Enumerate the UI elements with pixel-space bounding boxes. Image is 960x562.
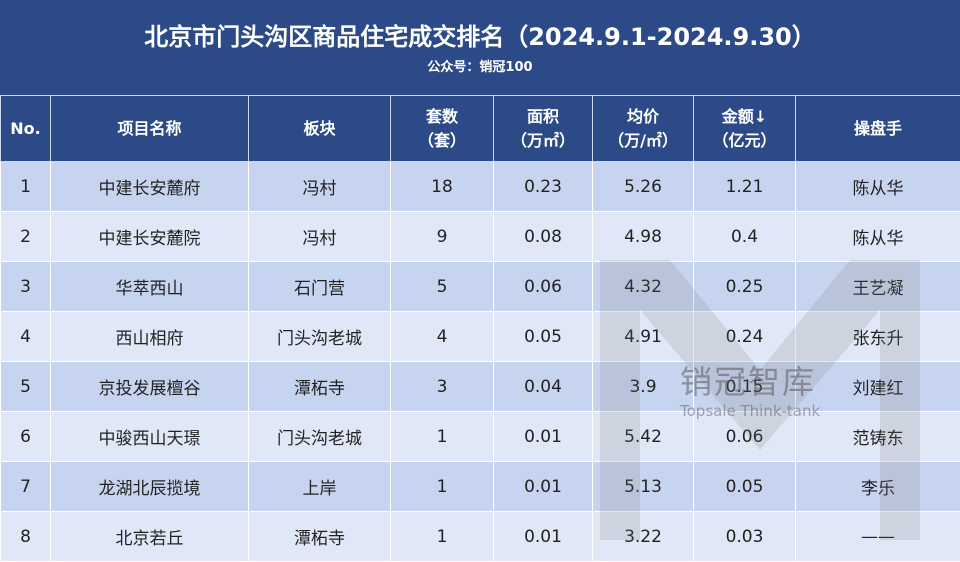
table-cell: 北京若丘 xyxy=(51,512,249,562)
table-cell: 0.06 xyxy=(494,262,593,312)
header-text: （亿元） xyxy=(695,129,794,153)
table-cell: 1 xyxy=(391,462,494,512)
table-cell: 0.01 xyxy=(494,462,593,512)
table-cell: 华萃西山 xyxy=(51,262,249,312)
header-cell: 套数（套） xyxy=(391,96,494,162)
table-cell: 龙湖北辰揽境 xyxy=(51,462,249,512)
table-cell: 中建长安麓府 xyxy=(51,162,249,212)
table-cell: 李乐 xyxy=(796,462,960,512)
table-cell: 1 xyxy=(391,412,494,462)
table-cell: 0.08 xyxy=(494,212,593,262)
table-cell: 3 xyxy=(391,362,494,412)
header-text: 板块 xyxy=(250,117,389,141)
table-cell: 王艺凝 xyxy=(796,262,960,312)
table-cell: 5.13 xyxy=(593,462,694,512)
table-cell: 5 xyxy=(1,362,51,412)
table-cell: 京投发展檀谷 xyxy=(51,362,249,412)
subtitle: 公众号：销冠100 xyxy=(0,56,960,75)
table-cell: 0.03 xyxy=(694,512,796,562)
table-cell: 冯村 xyxy=(249,162,391,212)
table-cell: 7 xyxy=(1,462,51,512)
table-cell: 0.05 xyxy=(694,462,796,512)
table-cell: —— xyxy=(796,512,960,562)
table-cell: 石门营 xyxy=(249,262,391,312)
watermark-en: Topsale Think-tank xyxy=(680,402,820,420)
title-band: 北京市门头沟区商品住宅成交排名（2024.9.1-2024.9.30） 公众号：… xyxy=(0,0,960,95)
page: 北京市门头沟区商品住宅成交排名（2024.9.1-2024.9.30） 公众号：… xyxy=(0,0,960,546)
table-cell: 西山相府 xyxy=(51,312,249,362)
header-cell: 面积（万㎡） xyxy=(494,96,593,162)
header-text: 金额↓ xyxy=(695,105,794,129)
header-text: （套） xyxy=(392,129,492,153)
header-cell: 均价（万/㎡） xyxy=(593,96,694,162)
header-text: No. xyxy=(2,117,49,141)
header-cell: 项目名称 xyxy=(51,96,249,162)
table-cell: 3.9 xyxy=(593,362,694,412)
header-row: No.项目名称板块套数（套）面积（万㎡）均价（万/㎡）金额↓（亿元）操盘手 xyxy=(1,96,960,162)
table-cell: 0.4 xyxy=(694,212,796,262)
table-cell: 0.25 xyxy=(694,262,796,312)
table-cell: 0.23 xyxy=(494,162,593,212)
table-cell: 陈从华 xyxy=(796,162,960,212)
table-cell: 5 xyxy=(391,262,494,312)
header-cell: 板块 xyxy=(249,96,391,162)
header-text: 面积 xyxy=(495,105,591,129)
table-cell: 0.24 xyxy=(694,312,796,362)
table-cell: 9 xyxy=(391,212,494,262)
table-cell: 上岸 xyxy=(249,462,391,512)
header-text: 套数 xyxy=(392,105,492,129)
table-cell: 0.05 xyxy=(494,312,593,362)
table-cell: 4 xyxy=(1,312,51,362)
table-cell: 4.91 xyxy=(593,312,694,362)
table-cell: 张东升 xyxy=(796,312,960,362)
table-cell: 4 xyxy=(391,312,494,362)
header-text: 操盘手 xyxy=(797,117,959,141)
header-cell: No. xyxy=(1,96,51,162)
table-cell: 3 xyxy=(1,262,51,312)
title: 北京市门头沟区商品住宅成交排名（2024.9.1-2024.9.30） xyxy=(0,0,960,54)
table-cell: 2 xyxy=(1,212,51,262)
table-cell: 中建长安麓院 xyxy=(51,212,249,262)
table-cell: 8 xyxy=(1,512,51,562)
table-cell: 0.01 xyxy=(494,412,593,462)
header-text: （万/㎡） xyxy=(594,129,692,153)
table-cell: 1.21 xyxy=(694,162,796,212)
table-cell: 1 xyxy=(1,162,51,212)
watermark-name: 销冠智库 xyxy=(680,357,816,403)
header-cell: 操盘手 xyxy=(796,96,960,162)
table-cell: 3.22 xyxy=(593,512,694,562)
table-cell: 门头沟老城 xyxy=(249,412,391,462)
table-cell: 5.26 xyxy=(593,162,694,212)
table-cell: 4.98 xyxy=(593,212,694,262)
header-text: （万㎡） xyxy=(495,129,591,153)
table-cell: 潭柘寺 xyxy=(249,512,391,562)
table-cell: 5.42 xyxy=(593,412,694,462)
table-cell: 0.04 xyxy=(494,362,593,412)
header-cell: 金额↓（亿元） xyxy=(694,96,796,162)
header-text: 项目名称 xyxy=(52,117,247,141)
table-cell: 门头沟老城 xyxy=(249,312,391,362)
table-cell: 1 xyxy=(391,512,494,562)
table-cell: 4.32 xyxy=(593,262,694,312)
table-cell: 潭柘寺 xyxy=(249,362,391,412)
header-text: 均价 xyxy=(594,105,692,129)
table-cell: 陈从华 xyxy=(796,212,960,262)
table-cell: 18 xyxy=(391,162,494,212)
table-cell: 6 xyxy=(1,412,51,462)
table-cell: 冯村 xyxy=(249,212,391,262)
table-cell: 中骏西山天璟 xyxy=(51,412,249,462)
table-cell: 0.01 xyxy=(494,512,593,562)
